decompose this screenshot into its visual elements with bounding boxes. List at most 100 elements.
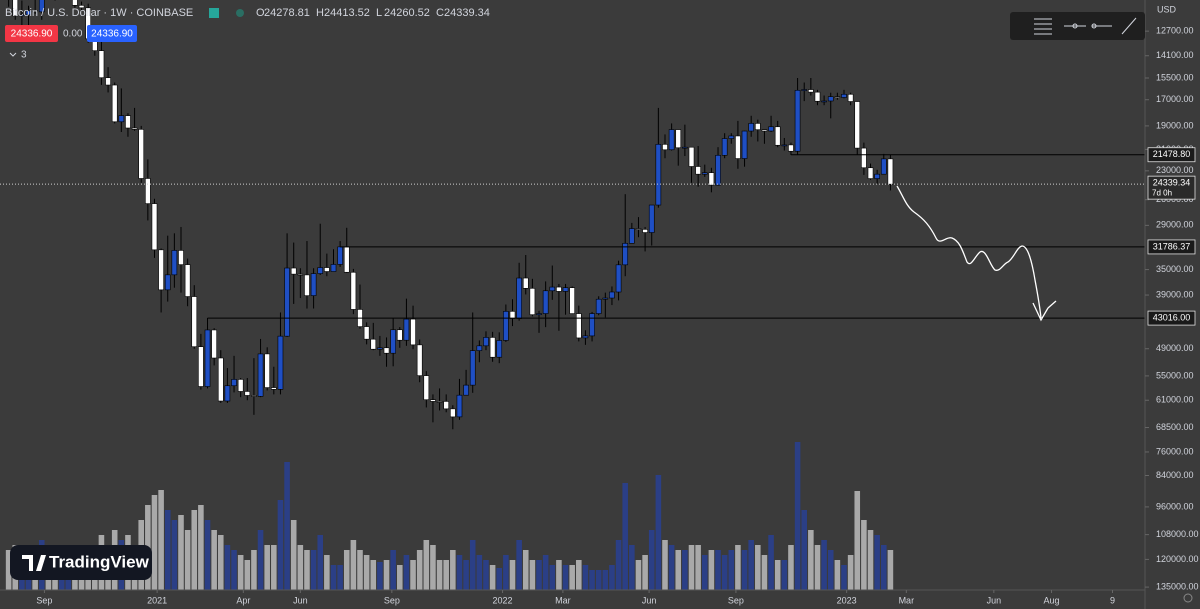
ask-price: 24336.90 [91,29,133,40]
y-tick-label: 19000.00 [1156,120,1194,130]
candle-body [151,203,158,251]
candle-body [509,311,516,319]
volume-bar [867,530,874,590]
volume-bar [774,560,781,590]
volume-bar [310,550,317,590]
volume-bar [231,550,237,590]
ohlc-key: O [256,7,265,19]
volume-bar [536,560,542,590]
volume-bar [463,560,469,590]
candle-body [489,337,496,358]
volume-bar [370,560,377,590]
candle-body [575,313,582,339]
tool-trendline[interactable] [1121,17,1137,35]
volume-bar [827,550,834,590]
volume-bar [576,560,582,590]
volume-bar [191,510,198,590]
candle-body [456,394,463,418]
volume-bar [509,560,516,590]
candle-body [761,129,768,132]
indicators-chevron[interactable] [9,52,17,57]
volume-bar [847,555,854,590]
level-label-box [1147,239,1196,255]
candle-body [569,287,575,314]
x-tick-label: Jun [642,595,657,605]
volume-bar [562,565,569,590]
y-tick-label: 76000.00 [1156,446,1194,456]
axes: USD 12700.00 14100.00 15500.00 17000.00 19000… [36,4,1198,605]
volume-bar [436,560,443,590]
candle-body [675,129,682,149]
candle-body [38,0,45,13]
sell-box[interactable] [5,25,58,42]
volume-bar [330,565,337,590]
tool-horizontal[interactable] [1064,23,1086,29]
x-tick-label: Mar [899,595,915,605]
level-label: 43016.00 [1153,312,1191,322]
ohlc-key: C [436,7,444,19]
volume-bar [304,550,310,590]
volume-bar [178,515,184,590]
last-price-label: 24339.34 [1153,178,1191,188]
candle-body [164,274,171,291]
volume-bar [383,560,390,590]
candle-body [463,384,469,396]
x-tick-label: Apr [236,595,250,605]
volume-bar [728,550,735,590]
volume-bar [741,550,748,590]
candle-body [390,329,396,354]
candle-body [25,10,32,16]
x-tick-label: Sep [728,595,744,605]
volume-bar [582,565,589,590]
x-tick-label: 2022 [493,595,513,605]
candle-body [642,229,648,233]
last-price-box [1147,175,1196,200]
level-label: 31786.37 [1153,241,1191,251]
candle-body [867,167,874,179]
y-tick-label: 135000.00 [1156,581,1199,591]
volume-bar [284,462,290,590]
candle-body [270,387,277,390]
tool-ray[interactable] [1091,23,1112,29]
candle-body [111,84,118,123]
volume-bar [595,570,602,590]
volume-bar [549,565,556,590]
volume-bar [761,555,768,590]
y-tick-label: 23000.00 [1156,165,1194,175]
candle-body [284,267,290,337]
candle-body [469,350,476,386]
candle-body [416,344,423,376]
candle-body [496,340,503,358]
candle-body [217,357,224,402]
volume-bar [768,535,774,590]
volume-bar [271,545,277,590]
candle-body [827,96,834,102]
volume-bar [861,520,867,590]
candle-body [801,89,808,91]
volume-bar [5,550,12,590]
volume-bar [397,565,403,590]
plot [0,0,1145,590]
volume-bar [456,555,463,590]
volume-bar [489,565,496,590]
candle-body [12,0,19,17]
volume-bar [682,550,688,590]
volume-bar [350,540,357,590]
candle-body [138,129,145,179]
candle-body [542,290,549,314]
volume-bar [635,560,642,590]
y-tick-label: 49000.00 [1156,343,1194,353]
ohlc-value: 24278.81 [264,7,310,19]
candle-body [184,264,191,297]
candle-body [688,146,695,167]
level-label-box [1147,147,1196,163]
tool-lines[interactable] [1034,18,1052,35]
buy-box[interactable] [87,25,137,42]
candle-body [595,298,602,314]
candle-body [834,96,841,98]
settings-icon[interactable] [1183,593,1193,603]
volume-bar [264,545,270,590]
candle-body [330,264,337,272]
candle-body [231,379,237,387]
